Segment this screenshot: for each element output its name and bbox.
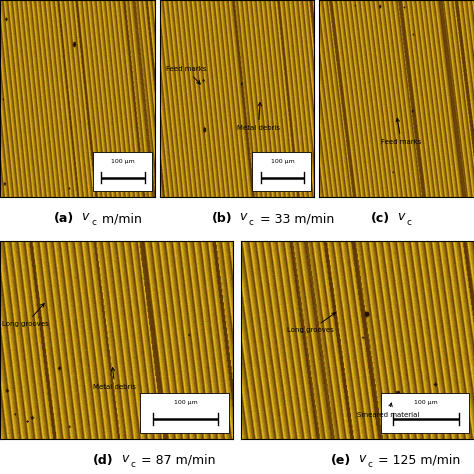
Text: c: c	[367, 459, 373, 468]
Bar	[93, 152, 152, 191]
Text: = 125 m/min: = 125 m/min	[374, 454, 461, 467]
Text: v: v	[397, 210, 405, 223]
Text: c: c	[91, 218, 96, 227]
Text: Feed marks: Feed marks	[166, 66, 206, 84]
Bar	[140, 393, 229, 433]
Text: (c): (c)	[371, 212, 390, 225]
Text: c: c	[249, 218, 254, 227]
Text: = 87 m/min: = 87 m/min	[137, 454, 216, 467]
Text: Metal debris: Metal debris	[93, 368, 137, 391]
Text: c: c	[130, 459, 136, 468]
Text: (d): (d)	[93, 454, 114, 467]
Text: 100 μm: 100 μm	[271, 159, 294, 164]
Bar	[381, 393, 469, 433]
Text: Smeared material: Smeared material	[357, 403, 419, 418]
Text: 100 μm: 100 μm	[414, 400, 438, 405]
Text: (a): (a)	[54, 212, 74, 225]
Text: Long grooves: Long grooves	[287, 313, 336, 333]
Text: v: v	[121, 452, 128, 465]
Text: v: v	[358, 452, 365, 465]
Text: (b): (b)	[211, 212, 232, 225]
Text: v: v	[239, 210, 247, 223]
Text: Metal debris: Metal debris	[237, 102, 280, 131]
Bar	[253, 152, 311, 191]
Text: (e): (e)	[330, 454, 351, 467]
Text: c: c	[407, 218, 412, 227]
Text: Long grooves: Long grooves	[2, 303, 49, 328]
Text: Feed marks: Feed marks	[381, 118, 421, 145]
Text: = 33 m/min: = 33 m/min	[256, 212, 334, 225]
Text: m/min: m/min	[98, 212, 142, 225]
Text: 100 μm: 100 μm	[174, 400, 198, 405]
Text: 100 μm: 100 μm	[111, 159, 135, 164]
Text: v: v	[82, 210, 89, 223]
